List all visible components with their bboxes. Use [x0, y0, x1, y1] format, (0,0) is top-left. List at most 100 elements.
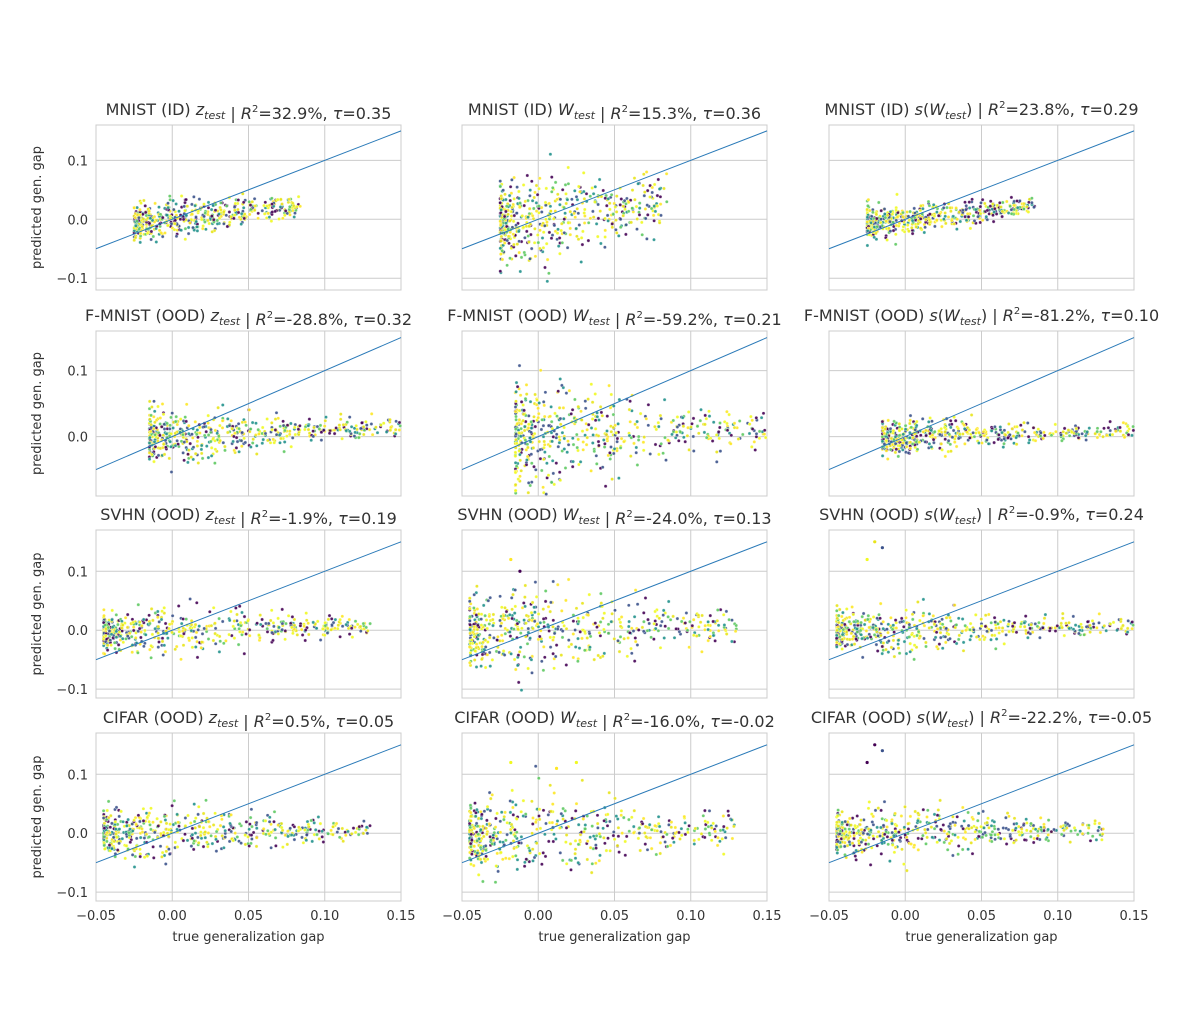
scatter-point [918, 217, 923, 221]
scatter-point [517, 650, 522, 654]
scatter-point [1022, 420, 1026, 425]
scatter-point [239, 623, 243, 628]
scatter-point [1000, 214, 1004, 219]
scatter-point [123, 616, 128, 620]
scatter-point [497, 650, 501, 655]
scatter-point [287, 432, 292, 437]
scatter-point [1125, 630, 1130, 634]
scatter-point [517, 408, 522, 413]
scatter-point [864, 629, 869, 633]
scatter-point [149, 656, 153, 660]
scatter-point [594, 222, 599, 226]
scatter-point [188, 221, 192, 225]
scatter-point [624, 223, 628, 227]
scatter-point [472, 658, 477, 662]
scatter-point [107, 629, 112, 633]
scatter-point [283, 213, 287, 218]
scatter-point [977, 431, 981, 435]
scatter-point [943, 214, 947, 219]
scatter-point [636, 438, 641, 442]
scatter-point [262, 203, 266, 208]
scatter-point [886, 630, 890, 635]
scatter-point [273, 417, 278, 421]
scatter-point [732, 421, 737, 425]
scatter-point [1067, 434, 1072, 438]
scatter-point [660, 619, 664, 624]
scatter-point [674, 627, 678, 631]
scatter-point [956, 426, 960, 431]
scatter-point [528, 194, 532, 198]
scatter-point [895, 192, 899, 197]
scatter-point [541, 230, 546, 234]
scatter-point [1108, 428, 1112, 433]
scatter-point [361, 425, 366, 429]
scatter-point [543, 589, 548, 593]
scatter-point [596, 434, 601, 438]
scatter-point [211, 606, 216, 610]
scatter-point [1118, 425, 1122, 430]
scatter-point [177, 209, 181, 213]
y-tick-label: 0.1 [67, 365, 88, 380]
scatter-point [924, 640, 928, 645]
scatter-point [281, 845, 285, 849]
scatter-point [132, 206, 136, 210]
scatter-point [560, 188, 565, 192]
scatter-point [152, 440, 157, 444]
scatter-point [148, 435, 152, 440]
scatter-point [150, 405, 154, 409]
scatter-point [611, 425, 616, 430]
scatter-point [982, 434, 987, 438]
scatter-point [619, 197, 624, 201]
scatter-point [582, 197, 587, 201]
scatter-point [200, 632, 205, 636]
scatter-point [910, 218, 915, 223]
scatter-point [194, 645, 198, 649]
scatter-point [651, 213, 656, 218]
scatter-point [528, 483, 532, 488]
scatter-point [273, 428, 278, 432]
scatter-point [691, 617, 696, 622]
scatter-point [1012, 199, 1016, 204]
scatter-point [228, 220, 232, 225]
scatter-point [613, 608, 617, 613]
scatter-point [549, 419, 554, 424]
scatter-point [156, 624, 161, 629]
scatter-point [684, 611, 689, 615]
scatter-point [196, 628, 200, 632]
scatter-point [875, 224, 879, 229]
scatter-point [202, 433, 207, 438]
scatter-point [110, 625, 115, 629]
scatter-point [645, 188, 650, 193]
scatter-point [195, 225, 199, 229]
scatter-point [716, 430, 721, 434]
scatter-point [919, 204, 923, 208]
scatter-point [255, 452, 259, 456]
scatter-point [348, 429, 352, 434]
scatter-point [642, 611, 646, 615]
scatter-point [685, 628, 690, 633]
scatter-point [479, 623, 484, 627]
scatter-point [218, 639, 222, 643]
scatter-point [922, 636, 926, 641]
scatter-point [248, 203, 253, 207]
scatter-point [1041, 626, 1045, 630]
scatter-point [928, 416, 932, 420]
scatter-point [591, 441, 595, 445]
scatter-point [210, 230, 214, 234]
scatter-point [865, 215, 870, 220]
scatter-point [564, 201, 568, 206]
scatter-point [148, 621, 152, 626]
scatter-point [614, 228, 618, 232]
scatter-point [548, 444, 552, 448]
scatter-point [529, 426, 534, 430]
scatter-point [237, 450, 241, 454]
scatter-point [985, 629, 989, 634]
scatter-point [841, 610, 845, 615]
scatter-point [125, 612, 130, 617]
scatter-point [920, 417, 925, 421]
scatter-point [242, 651, 247, 656]
scatter-point [605, 437, 609, 441]
scatter-point [644, 170, 649, 174]
scatter-point [512, 611, 517, 615]
scatter-point [556, 192, 560, 197]
